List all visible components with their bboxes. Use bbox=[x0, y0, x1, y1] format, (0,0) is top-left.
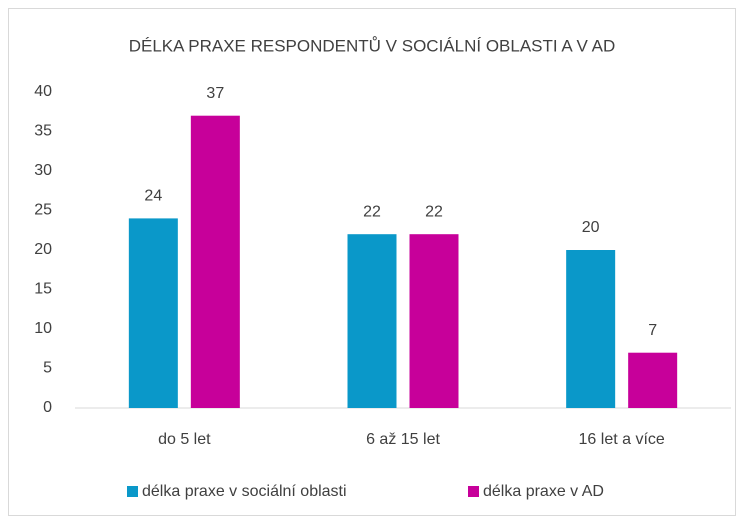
legend-label: délka praxe v sociální oblasti bbox=[142, 483, 347, 500]
bar bbox=[409, 234, 459, 408]
x-tick-label: do 5 let bbox=[158, 431, 211, 448]
y-tick-label: 35 bbox=[34, 123, 52, 140]
bar bbox=[566, 250, 616, 408]
y-tick-label: 40 bbox=[34, 83, 52, 100]
x-tick-label: 16 let a více bbox=[579, 431, 665, 448]
y-tick-label: 5 bbox=[43, 360, 52, 377]
data-label: 20 bbox=[582, 219, 600, 236]
data-label: 24 bbox=[144, 188, 162, 205]
y-tick-label: 30 bbox=[34, 162, 52, 179]
data-label: 37 bbox=[206, 85, 224, 102]
bar bbox=[628, 352, 678, 408]
legend-swatch bbox=[468, 486, 479, 497]
chart-title: DÉLKA PRAXE RESPONDENTŮ V SOCIÁLNÍ OBLAS… bbox=[129, 36, 616, 55]
y-tick-label: 15 bbox=[34, 281, 52, 298]
bar bbox=[190, 115, 240, 408]
y-tick-label: 20 bbox=[34, 241, 52, 258]
bar bbox=[347, 234, 397, 408]
y-tick-label: 25 bbox=[34, 202, 52, 219]
legend-swatch bbox=[127, 486, 138, 497]
data-label: 22 bbox=[425, 203, 443, 220]
y-tick-label: 0 bbox=[43, 399, 52, 416]
data-label: 22 bbox=[363, 203, 381, 220]
data-label: 7 bbox=[648, 322, 657, 339]
legend-label: délka praxe v AD bbox=[483, 483, 604, 500]
x-tick-label: 6 až 15 let bbox=[366, 431, 440, 448]
y-tick-label: 10 bbox=[34, 320, 52, 337]
bar bbox=[128, 218, 178, 408]
